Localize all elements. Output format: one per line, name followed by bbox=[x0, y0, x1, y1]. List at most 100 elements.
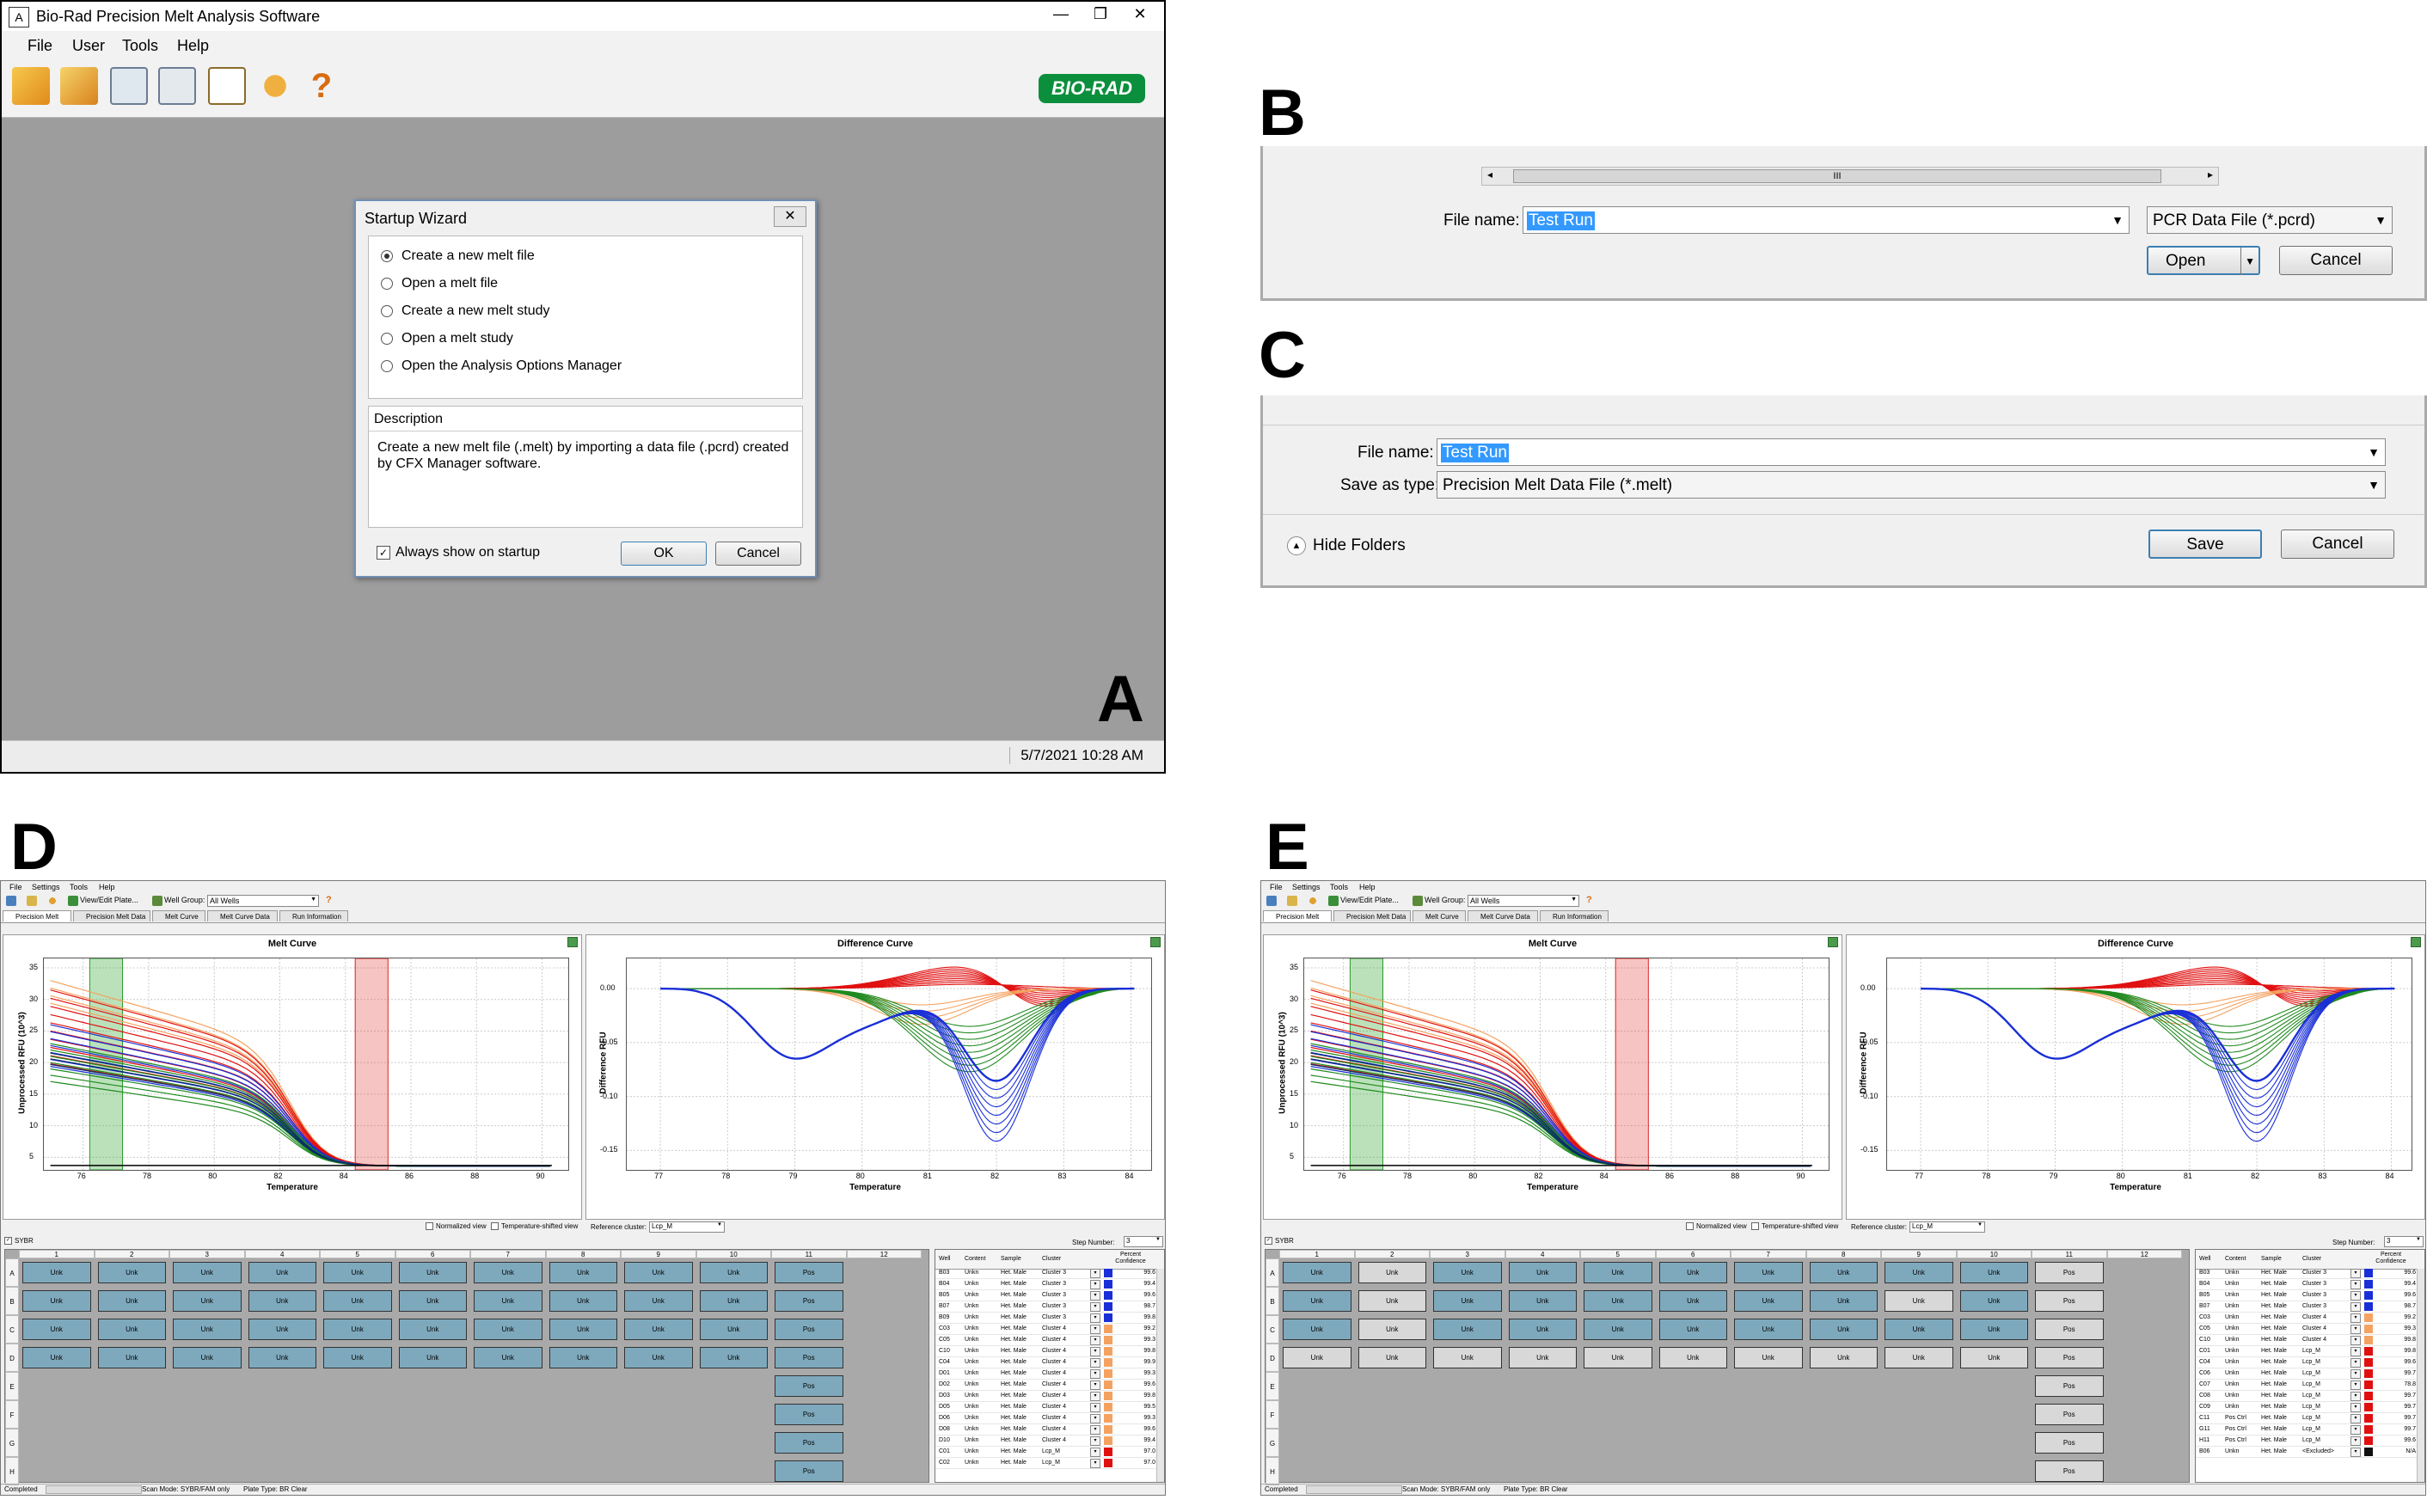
column-header[interactable]: Well bbox=[939, 1256, 951, 1262]
well-C7[interactable]: Unk bbox=[474, 1319, 542, 1340]
menu-tools[interactable]: Tools bbox=[70, 883, 89, 891]
file-name-input[interactable]: Test Run ▼ bbox=[1437, 438, 2386, 466]
well-A8[interactable]: Unk bbox=[1809, 1262, 1878, 1283]
well-D10[interactable]: Unk bbox=[1959, 1347, 2028, 1368]
cluster-dropdown-icon[interactable]: ▾ bbox=[2350, 1392, 2361, 1401]
cluster-dropdown-icon[interactable]: ▾ bbox=[1090, 1380, 1100, 1390]
chevron-down-icon[interactable]: ▼ bbox=[1571, 897, 1577, 903]
well-B5[interactable]: Unk bbox=[1584, 1290, 1652, 1312]
chevron-down-icon[interactable]: ▼ bbox=[2416, 1237, 2421, 1242]
column-header[interactable]: Sample bbox=[2261, 1256, 2282, 1262]
well-C1[interactable]: Unk bbox=[22, 1319, 91, 1340]
well-C11[interactable]: Pos bbox=[775, 1319, 843, 1340]
checkbox-icon[interactable] bbox=[1686, 1222, 1694, 1231]
checkbox-icon[interactable] bbox=[491, 1222, 499, 1231]
table-row[interactable]: B07 Unkn Het. Male Cluster 3 ▾ 98.7 bbox=[2196, 1302, 2424, 1313]
tab-precision-melt[interactable]: Precision Melt bbox=[3, 910, 71, 921]
well-A11[interactable]: Pos bbox=[775, 1262, 843, 1283]
table-row[interactable]: D06 Unkn Het. Male Cluster 4 ▾ 99.3 bbox=[935, 1414, 1164, 1424]
table-row[interactable]: D02 Unkn Het. Male Cluster 4 ▾ 99.6 bbox=[935, 1380, 1164, 1391]
scroll-left-icon[interactable]: ◂ bbox=[1487, 168, 1493, 181]
radio-icon[interactable] bbox=[381, 332, 393, 345]
tab-melt-curve-data[interactable]: Melt Curve Data bbox=[207, 910, 278, 921]
well-B5[interactable]: Unk bbox=[323, 1290, 392, 1312]
table-row[interactable]: C01 Unkn Het. Male Lcp_M ▾ 99.8 bbox=[2196, 1347, 2424, 1357]
option-open-melt-file[interactable]: Open a melt file bbox=[381, 276, 498, 291]
cluster-dropdown-icon[interactable]: ▾ bbox=[1090, 1425, 1100, 1435]
tab-run-information[interactable]: Run Information bbox=[279, 910, 348, 921]
well-D2[interactable]: Unk bbox=[1358, 1347, 1426, 1368]
cluster-dropdown-icon[interactable]: ▾ bbox=[1090, 1403, 1100, 1412]
well-F11[interactable]: Pos bbox=[2035, 1404, 2104, 1425]
scroll-thumb[interactable]: III bbox=[1513, 169, 2161, 183]
cluster-dropdown-icon[interactable]: ▾ bbox=[2350, 1347, 2361, 1356]
save-type-select[interactable]: Precision Melt Data File (*.melt) ▼ bbox=[1437, 471, 2386, 499]
table-row[interactable]: B07 Unkn Het. Male Cluster 3 ▾ 98.7 bbox=[935, 1302, 1164, 1313]
table-row[interactable]: C06 Unkn Het. Male Lcp_M ▾ 99.7 bbox=[2196, 1369, 2424, 1380]
cluster-dropdown-icon[interactable]: ▾ bbox=[2350, 1448, 2361, 1457]
checkbox-checked-icon[interactable]: ✓ bbox=[4, 1237, 12, 1246]
checkbox-checked-icon[interactable]: ✓ bbox=[1265, 1237, 1272, 1246]
table-row[interactable]: B04 Unkn Het. Male Cluster 3 ▾ 99.4 bbox=[935, 1280, 1164, 1290]
column-header[interactable]: Content bbox=[2225, 1256, 2246, 1262]
close-button[interactable]: ✕ bbox=[1133, 5, 1147, 22]
well-A4[interactable]: Unk bbox=[248, 1262, 316, 1283]
cluster-dropdown-icon[interactable]: ▾ bbox=[1090, 1392, 1100, 1401]
table-row[interactable]: B04 Unkn Het. Male Cluster 3 ▾ 99.4 bbox=[2196, 1280, 2424, 1290]
well-B2[interactable]: Unk bbox=[97, 1290, 166, 1312]
well-A3[interactable]: Unk bbox=[1433, 1262, 1502, 1283]
well-B10[interactable]: Unk bbox=[699, 1290, 768, 1312]
well-D3[interactable]: Unk bbox=[173, 1347, 242, 1368]
well-group-icon[interactable] bbox=[152, 896, 162, 906]
well-B4[interactable]: Unk bbox=[248, 1290, 316, 1312]
well-D4[interactable]: Unk bbox=[1508, 1347, 1577, 1368]
table-row[interactable]: C10 Unkn Het. Male Cluster 4 ▾ 99.8 bbox=[935, 1347, 1164, 1357]
well-C4[interactable]: Unk bbox=[248, 1319, 316, 1340]
well-B1[interactable]: Unk bbox=[1283, 1290, 1351, 1312]
table-row[interactable]: G11 Pos Ctrl Het. Male Lcp_M ▾ 99.7 bbox=[2196, 1425, 2424, 1435]
menu-tools[interactable]: Tools bbox=[1330, 883, 1349, 891]
well-D1[interactable]: Unk bbox=[1283, 1347, 1351, 1368]
table-row[interactable]: C11 Pos Ctrl Het. Male Lcp_M ▾ 99.7 bbox=[2196, 1414, 2424, 1424]
well-group-select[interactable]: All Wells ▼ bbox=[207, 895, 319, 907]
well-D11[interactable]: Pos bbox=[775, 1347, 843, 1368]
temp-shifted-checkbox[interactable]: Temperature-shifted view bbox=[491, 1222, 578, 1231]
sybr-checkbox[interactable]: ✓ SYBR bbox=[1265, 1237, 1294, 1246]
menu-file[interactable]: File bbox=[28, 37, 53, 54]
tab-precision-melt-data[interactable]: Precision Melt Data bbox=[73, 910, 150, 921]
well-C9[interactable]: Unk bbox=[624, 1319, 693, 1340]
table-row[interactable]: H11 Pos Ctrl Het. Male Lcp_M ▾ 99.6 bbox=[2196, 1436, 2424, 1447]
well-A3[interactable]: Unk bbox=[173, 1262, 242, 1283]
print-icon[interactable] bbox=[1287, 896, 1297, 906]
search-analysis-icon[interactable] bbox=[208, 67, 246, 105]
chevron-down-icon[interactable]: ▼ bbox=[2368, 478, 2380, 492]
well-G11[interactable]: Pos bbox=[775, 1432, 843, 1454]
expand-chart-icon[interactable] bbox=[1150, 937, 1161, 947]
cluster-dropdown-icon[interactable]: ▾ bbox=[2350, 1336, 2361, 1345]
well-C10[interactable]: Unk bbox=[699, 1319, 768, 1340]
radio-icon[interactable] bbox=[381, 359, 393, 372]
view-edit-plate-button[interactable]: View/Edit Plate... bbox=[80, 896, 138, 904]
scroll-right-icon[interactable]: ▸ bbox=[2207, 168, 2213, 181]
well-C8[interactable]: Unk bbox=[1809, 1319, 1878, 1340]
menu-user[interactable]: User bbox=[72, 37, 106, 54]
cancel-button[interactable]: Cancel bbox=[2279, 246, 2393, 275]
save-icon[interactable] bbox=[1266, 896, 1277, 906]
table-row[interactable]: D01 Unkn Het. Male Cluster 4 ▾ 99.3 bbox=[935, 1369, 1164, 1380]
well-D8[interactable]: Unk bbox=[1809, 1347, 1878, 1368]
table-row[interactable]: B06 Unkn Het. Male <Excluded> ▾ N/A bbox=[2196, 1448, 2424, 1458]
cluster-dropdown-icon[interactable]: ▾ bbox=[2350, 1380, 2361, 1390]
cluster-dropdown-icon[interactable]: ▾ bbox=[2350, 1325, 2361, 1334]
menu-tools[interactable]: Tools bbox=[122, 37, 159, 54]
well-A2[interactable]: Unk bbox=[97, 1262, 166, 1283]
well-B7[interactable]: Unk bbox=[474, 1290, 542, 1312]
column-header[interactable]: Cluster bbox=[1042, 1256, 1062, 1262]
option-analysis-options-manager[interactable]: Open the Analysis Options Manager bbox=[381, 358, 622, 374]
well-D7[interactable]: Unk bbox=[474, 1347, 542, 1368]
sybr-checkbox[interactable]: ✓ SYBR bbox=[4, 1237, 34, 1246]
cluster-dropdown-icon[interactable]: ▾ bbox=[2350, 1403, 2361, 1412]
reference-cluster-select[interactable]: Lcp_M ▼ bbox=[649, 1221, 725, 1233]
well-C5[interactable]: Unk bbox=[1584, 1319, 1652, 1340]
radio-selected-icon[interactable] bbox=[381, 249, 393, 262]
well-group-icon[interactable] bbox=[1413, 896, 1423, 906]
